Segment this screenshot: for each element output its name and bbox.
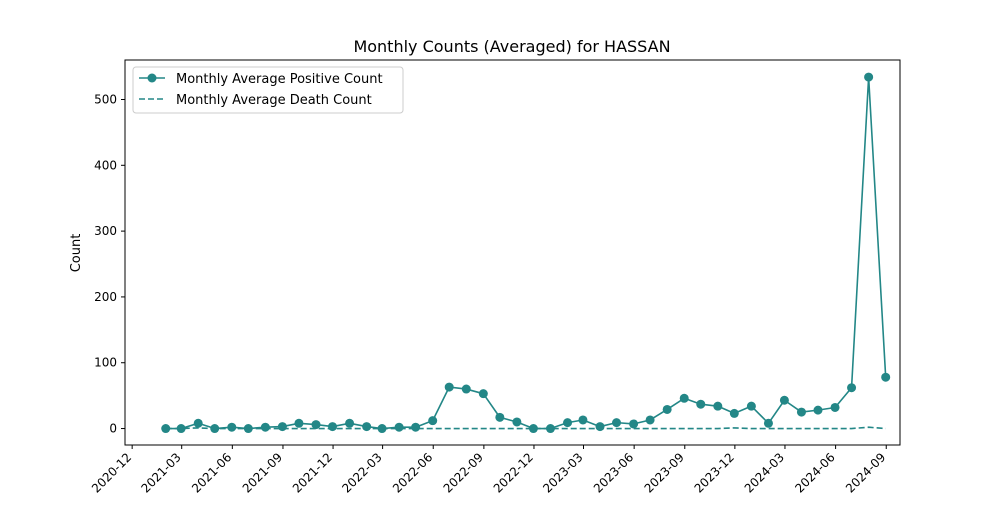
data-point	[428, 416, 438, 426]
x-tick-label: 2024-03	[742, 450, 787, 495]
y-tick-label: 500	[94, 92, 117, 106]
x-tick-label: 2021-12	[290, 450, 335, 495]
data-point	[461, 384, 471, 394]
data-point	[864, 72, 874, 82]
data-point	[629, 419, 639, 429]
x-tick-label: 2022-06	[390, 450, 435, 495]
legend-item-death: Monthly Average Death Count	[139, 93, 372, 108]
x-tick-label: 2023-06	[591, 450, 636, 495]
data-point	[277, 422, 287, 432]
data-point	[563, 418, 573, 428]
data-point	[612, 418, 622, 428]
data-point	[362, 422, 372, 432]
data-point	[746, 401, 756, 411]
chart-title: Monthly Counts (Averaged) for HASSAN	[353, 37, 670, 56]
y-tick-label: 300	[94, 224, 117, 238]
x-tick-label: 2022-09	[441, 450, 486, 495]
data-point	[679, 393, 689, 403]
x-tick-label: 2021-03	[138, 450, 183, 495]
data-point	[729, 408, 739, 418]
x-tick-label: 2021-06	[189, 450, 234, 495]
x-tick-label: 2024-09	[843, 450, 888, 495]
data-point	[444, 382, 454, 392]
data-point	[595, 422, 605, 432]
data-point	[813, 405, 823, 415]
data-point	[411, 422, 421, 432]
data-point	[345, 418, 355, 428]
data-point	[478, 389, 488, 399]
data-point	[328, 422, 338, 432]
legend-item-positive: Monthly Average Positive Count	[139, 72, 383, 87]
x-tick-label: 2022-12	[491, 450, 536, 495]
data-point	[662, 404, 672, 414]
data-point	[176, 424, 186, 434]
x-tick-label: 2022-03	[339, 450, 384, 495]
data-point	[294, 418, 304, 428]
data-point	[696, 399, 706, 409]
data-point	[311, 420, 321, 430]
y-axis-label: Count	[69, 234, 84, 273]
data-point	[227, 422, 237, 432]
data-point	[495, 412, 505, 422]
y-tick-label: 0	[109, 422, 117, 436]
plot-frame	[124, 59, 901, 446]
legend: Monthly Average Positive Count Monthly A…	[132, 66, 404, 114]
y-tick-label: 100	[94, 356, 117, 370]
data-point	[713, 401, 723, 411]
data-point	[830, 402, 840, 412]
legend-label-death: Monthly Average Death Count	[176, 93, 372, 108]
y-tick-label: 400	[94, 158, 117, 172]
data-point	[881, 372, 891, 382]
data-point	[645, 415, 655, 425]
plot-area	[161, 72, 891, 434]
data-point	[528, 424, 538, 434]
x-tick-label: 2023-12	[692, 450, 737, 495]
x-tick-label: 2021-09	[240, 450, 285, 495]
data-point	[847, 383, 857, 393]
legend-marker-positive	[147, 73, 157, 83]
y-tick-label: 200	[94, 290, 117, 304]
x-tick-label: 2020-12	[89, 450, 134, 495]
data-point	[512, 417, 522, 427]
data-point	[193, 418, 203, 428]
data-point	[545, 424, 555, 434]
data-point	[394, 422, 404, 432]
x-tick-label: 2024-06	[792, 450, 837, 495]
data-point	[578, 415, 588, 425]
data-point	[763, 418, 773, 428]
series-line-1	[165, 426, 886, 430]
legend-box	[132, 66, 404, 114]
data-point	[260, 422, 270, 432]
series-line-0	[165, 76, 887, 430]
data-point	[779, 395, 789, 405]
legend-label-positive: Monthly Average Positive Count	[176, 72, 383, 87]
x-tick-label: 2023-03	[540, 450, 585, 495]
data-point	[796, 407, 806, 417]
x-tick-label: 2023-09	[642, 450, 687, 495]
